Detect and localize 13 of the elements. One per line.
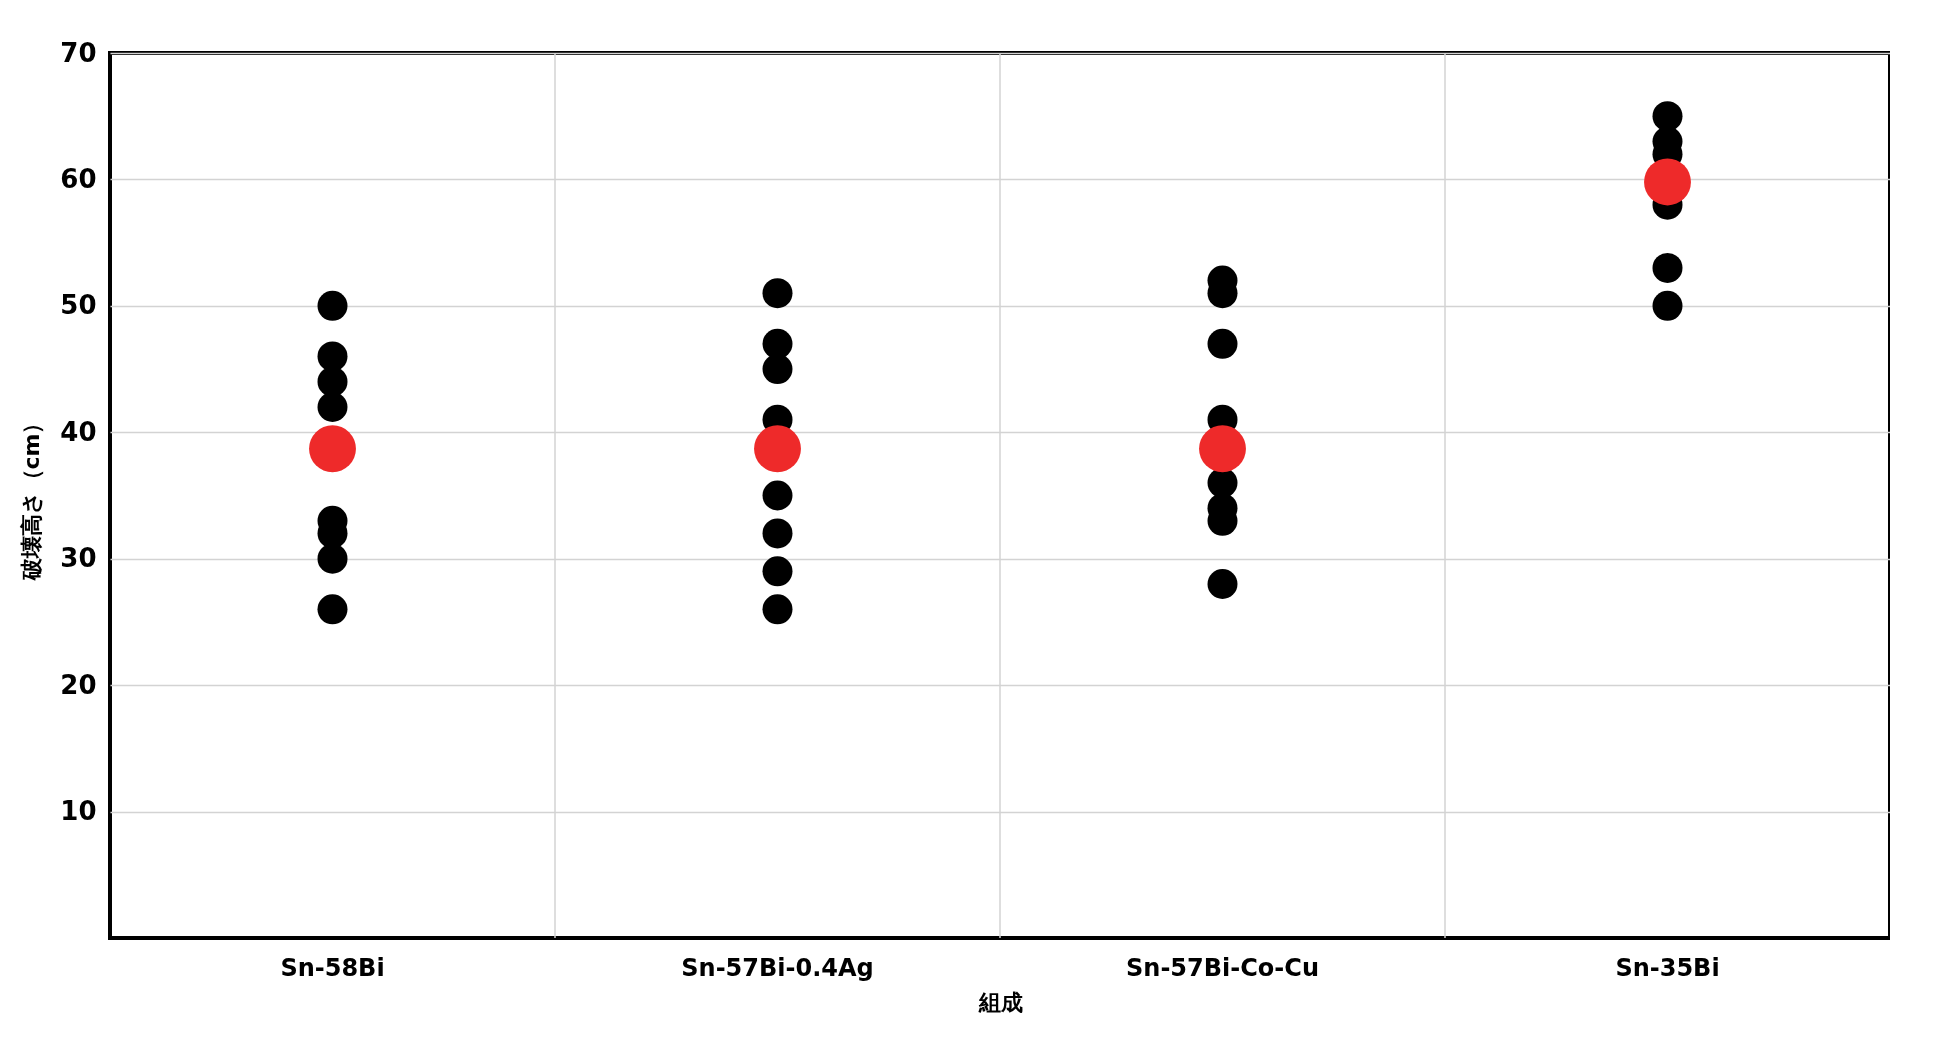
y-tick-label: 50 xyxy=(60,290,97,321)
y-tick-label: 40 xyxy=(60,416,97,447)
y-axis-title: 破壊高さ（cm） xyxy=(19,411,45,582)
y-tick-label: 10 xyxy=(60,796,97,827)
y-tick-label: 60 xyxy=(60,163,97,194)
x-axis-title: 組成 xyxy=(977,989,1023,1015)
x-tick-label: Sn-58Bi xyxy=(280,953,385,982)
x-tick-label: Sn-57Bi-Co-Cu xyxy=(1126,953,1319,982)
y-tick-label: 70 xyxy=(60,37,97,68)
y-tick-label: 20 xyxy=(60,669,97,700)
y-tick-label: 30 xyxy=(60,543,97,574)
x-tick-label: Sn-57Bi-0.4Ag xyxy=(681,953,874,982)
x-tick-label: Sn-35Bi xyxy=(1615,953,1720,982)
